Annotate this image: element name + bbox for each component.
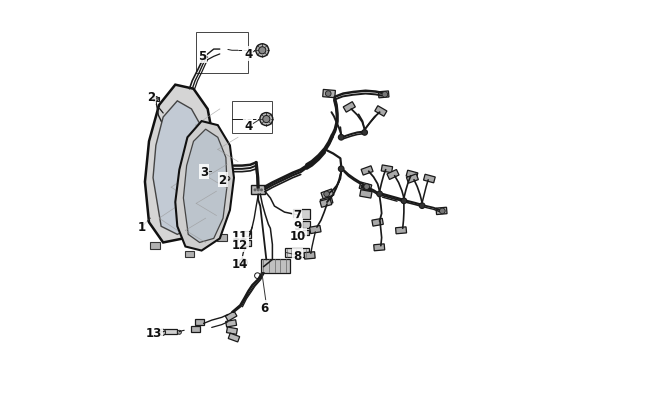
Text: 2: 2 (218, 174, 227, 187)
Text: 6: 6 (260, 301, 268, 314)
Bar (375, 107, 387, 117)
Text: 5: 5 (198, 50, 206, 63)
Text: 1: 1 (138, 220, 146, 233)
Circle shape (254, 190, 256, 191)
Bar (217, 235, 227, 241)
Bar (436, 208, 447, 215)
Circle shape (177, 330, 181, 335)
Circle shape (326, 92, 331, 97)
Bar (150, 243, 160, 249)
Bar (396, 227, 406, 234)
Circle shape (226, 177, 230, 181)
Circle shape (364, 184, 369, 190)
Bar (406, 175, 419, 184)
Bar (343, 102, 356, 113)
Polygon shape (145, 85, 214, 243)
Bar (190, 326, 200, 332)
Bar (164, 329, 177, 334)
Bar (378, 92, 389, 98)
Bar (242, 232, 250, 238)
Bar (320, 197, 333, 206)
Circle shape (153, 97, 159, 102)
Circle shape (159, 329, 166, 336)
Bar (302, 222, 309, 228)
Text: 12: 12 (232, 239, 248, 252)
Circle shape (419, 203, 425, 209)
Bar (251, 186, 265, 195)
Circle shape (339, 166, 344, 172)
Bar (261, 260, 290, 273)
Bar (387, 170, 399, 180)
Bar (372, 219, 383, 226)
Text: 8: 8 (293, 249, 302, 262)
Bar (309, 226, 321, 234)
Circle shape (242, 262, 245, 264)
Circle shape (401, 198, 407, 204)
Circle shape (260, 113, 273, 126)
Circle shape (259, 48, 266, 55)
Bar (207, 169, 215, 174)
Text: 10: 10 (289, 229, 306, 242)
Bar (424, 175, 436, 183)
Text: 4: 4 (244, 119, 252, 132)
Bar (302, 230, 309, 236)
Circle shape (324, 192, 330, 197)
Text: 9: 9 (293, 220, 302, 232)
Circle shape (339, 135, 344, 141)
Bar (320, 199, 332, 208)
Bar (285, 249, 309, 258)
Circle shape (439, 209, 445, 214)
Text: 4: 4 (244, 47, 252, 60)
Bar (225, 176, 231, 182)
Text: 11: 11 (232, 229, 248, 242)
Bar (195, 319, 205, 325)
Circle shape (362, 130, 367, 136)
Bar (304, 252, 315, 260)
Bar (361, 166, 373, 176)
Bar (374, 244, 385, 251)
Bar (359, 190, 372, 198)
Bar (381, 166, 393, 173)
Bar (226, 311, 237, 321)
Bar (226, 327, 237, 335)
Bar (242, 241, 250, 247)
Circle shape (256, 45, 268, 58)
Circle shape (377, 192, 382, 197)
Bar (322, 90, 335, 98)
Text: 14: 14 (232, 257, 248, 270)
Bar (185, 251, 194, 258)
Bar (359, 183, 372, 192)
Circle shape (261, 190, 263, 191)
Bar (321, 190, 334, 199)
Polygon shape (183, 130, 227, 243)
Bar (226, 320, 237, 327)
Text: 13: 13 (146, 326, 162, 339)
Circle shape (263, 116, 270, 123)
Circle shape (257, 190, 259, 191)
Text: 2: 2 (147, 91, 155, 104)
Bar (293, 209, 310, 220)
Text: 7: 7 (293, 209, 302, 222)
Polygon shape (176, 122, 234, 251)
Bar (406, 171, 418, 179)
Polygon shape (153, 102, 205, 235)
Circle shape (382, 92, 387, 98)
Text: 3: 3 (200, 166, 209, 179)
Bar (228, 333, 240, 342)
Bar (153, 98, 159, 102)
